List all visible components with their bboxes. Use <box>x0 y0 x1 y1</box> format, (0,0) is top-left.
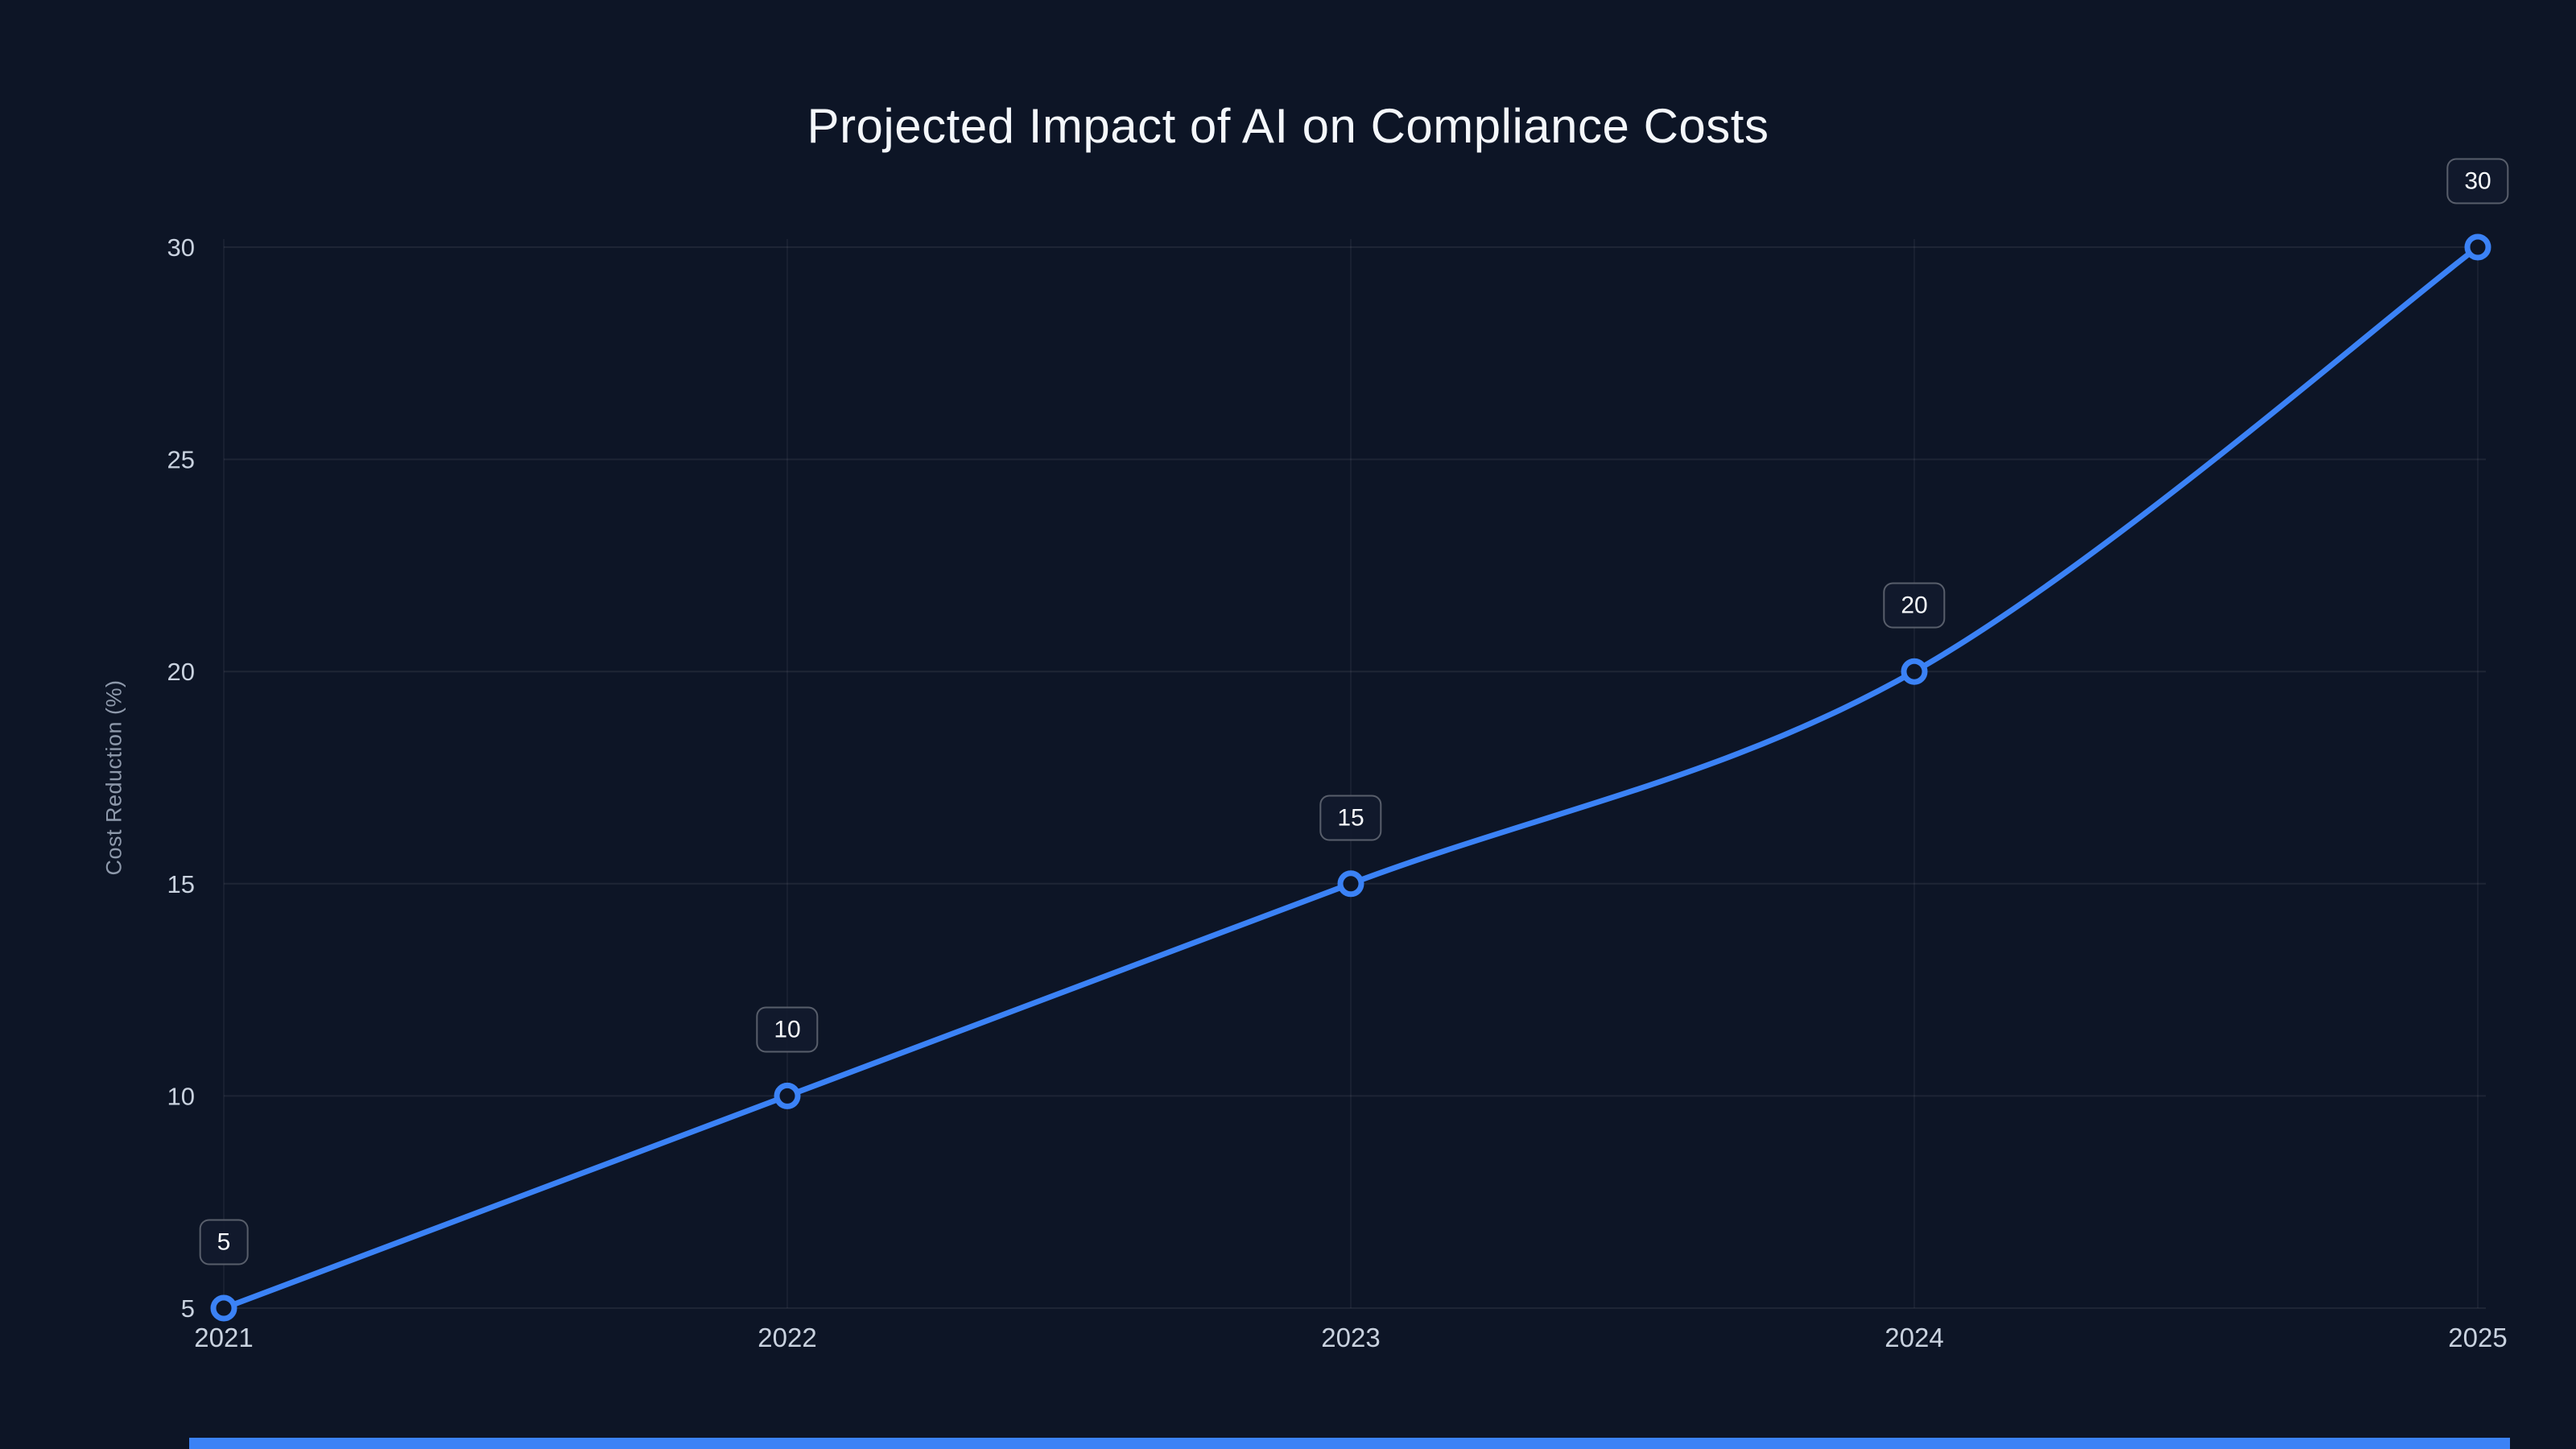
data-label-badge: 20 <box>1883 582 1946 629</box>
y-tick-label: 30 <box>167 233 195 262</box>
data-point-marker[interactable] <box>210 1294 237 1322</box>
data-point-marker[interactable] <box>774 1082 801 1109</box>
y-tick-label: 25 <box>167 446 195 474</box>
data-point-marker[interactable] <box>1337 870 1364 898</box>
x-tick-label: 2022 <box>758 1323 816 1352</box>
y-tick-label: 10 <box>167 1082 195 1110</box>
data-point-marker[interactable] <box>1901 658 1928 685</box>
data-label-badge: 30 <box>2446 158 2509 204</box>
y-tick-label: 5 <box>181 1294 195 1323</box>
x-tick-label: 2024 <box>1885 1323 1943 1352</box>
data-label-badge: 10 <box>756 1006 819 1053</box>
bottom-accent-bar <box>189 1438 2510 1449</box>
y-tick-label: 15 <box>167 870 195 898</box>
chart-title: Projected Impact of AI on Compliance Cos… <box>807 99 1769 153</box>
x-tick-label: 2021 <box>194 1323 253 1352</box>
data-label-badge: 15 <box>1319 795 1382 841</box>
data-label-badge: 5 <box>199 1219 249 1265</box>
x-tick-label: 2025 <box>2448 1323 2507 1352</box>
x-tick-label: 2023 <box>1321 1323 1380 1352</box>
data-point-marker[interactable] <box>2464 233 2491 261</box>
y-tick-label: 20 <box>167 658 195 686</box>
